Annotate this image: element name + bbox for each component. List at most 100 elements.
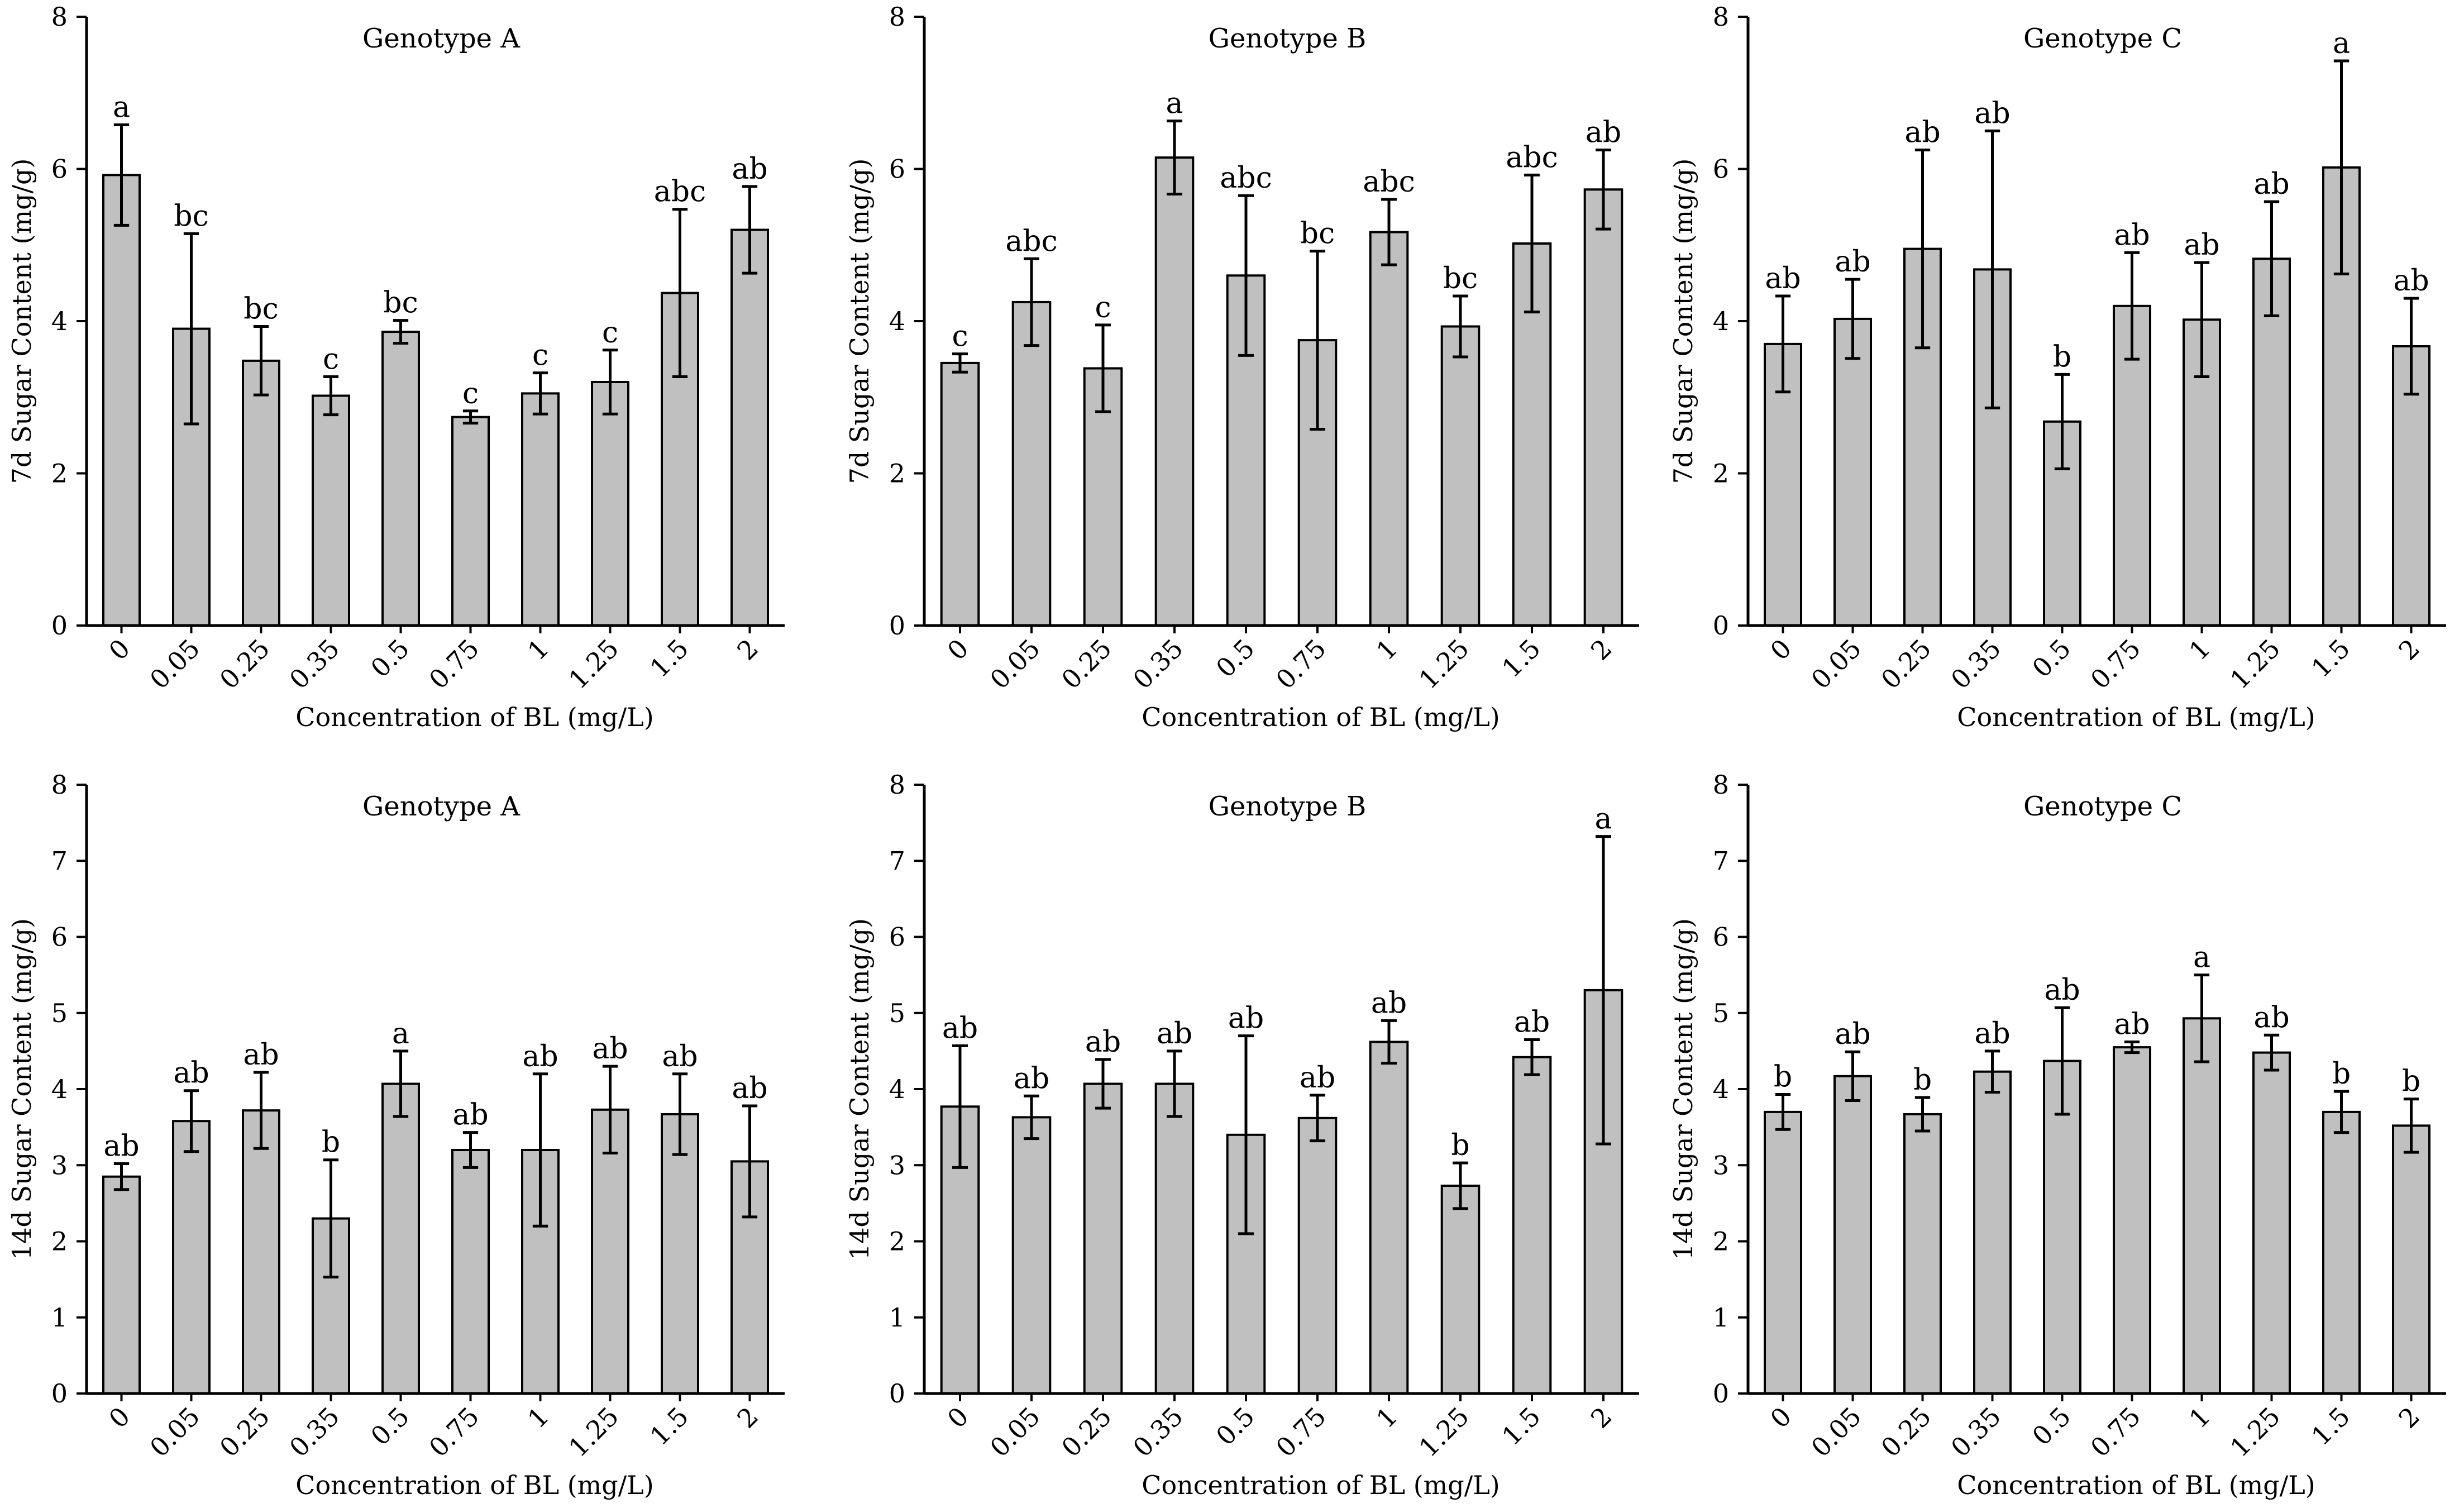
- chart-title: Genotype A: [362, 23, 521, 54]
- bar: [172, 1120, 211, 1395]
- x-axis-label: Concentration of BL (mg/L): [1142, 1470, 1500, 1500]
- x-tick-label: 0: [1764, 1401, 1797, 1434]
- significance-letter: a: [2333, 27, 2350, 60]
- y-axis-label: 14d Sugar Content (mg/g): [1668, 918, 1698, 1260]
- bar: [451, 1149, 490, 1395]
- y-tick-label: 8: [51, 2, 68, 32]
- x-tick-label: 0.5: [365, 1401, 415, 1452]
- bar: [1154, 156, 1195, 627]
- y-tick-label: 4: [889, 1074, 905, 1104]
- x-tick-label: 1.25: [563, 1401, 625, 1463]
- x-tick-label: 2: [2393, 1401, 2425, 1434]
- bar: [1903, 1113, 1942, 1395]
- y-tick-label: 2: [1713, 459, 1729, 489]
- bar: [1833, 1075, 1872, 1395]
- y-axis-label: 7d Sugar Content (mg/g): [1668, 159, 1698, 484]
- x-tick-label: 1: [522, 633, 555, 666]
- chart-title: Genotype A: [362, 791, 521, 822]
- bar: [940, 361, 980, 627]
- y-tick-label: 1: [1713, 1302, 1729, 1333]
- y-tick-label: 5: [1713, 998, 1729, 1028]
- x-tick-label: 1.25: [2224, 633, 2286, 695]
- y-tick-label: 8: [1713, 770, 1729, 800]
- bar: [1011, 300, 1052, 627]
- bar: [2183, 1017, 2221, 1395]
- significance-letter: b: [2402, 1065, 2420, 1099]
- x-tick-label: 0.75: [2085, 1401, 2147, 1463]
- significance-letter: bc: [1443, 262, 1478, 295]
- x-tick-label: 0.25: [1056, 1401, 1118, 1463]
- significance-letter: ab: [1300, 1061, 1335, 1095]
- significance-letter: a: [113, 90, 130, 124]
- significance-letter: abc: [1506, 141, 1558, 174]
- y-tick-label: 4: [1713, 1074, 1729, 1104]
- chart-panel-6: b 0 ab 0.05 b 0.25 ab 0.35 ab 0.5 ab 0.75 a 1 ab 1.25 b 1…: [1668, 770, 2446, 1500]
- x-tick-label: 0.75: [2085, 633, 2147, 695]
- y-tick-label: 0: [889, 1378, 905, 1409]
- y-tick-label: 2: [889, 1227, 905, 1257]
- bar: [381, 331, 420, 627]
- chart-panel-5: ab 0 ab 0.05 ab 0.25 ab 0.35 ab 0.5 ab 0.75 ab 1 b 1.25…: [844, 770, 1639, 1500]
- significance-letter: ab: [173, 1057, 209, 1090]
- chart-panel-1: a 0 bc 0.05 bc 0.25 c 0.35 bc 0.5 c 0.75 c 1 c 1.25 abc 1…: [7, 2, 785, 732]
- significance-letter: ab: [2253, 168, 2289, 201]
- bar: [1154, 1082, 1195, 1395]
- y-axis-label: 14d Sugar Content (mg/g): [844, 918, 875, 1260]
- y-axis-label: 7d Sugar Content (mg/g): [844, 159, 875, 484]
- x-tick-label: 0.5: [1210, 1401, 1260, 1452]
- bar: [312, 394, 350, 627]
- significance-letter: ab: [1371, 986, 1407, 1020]
- bar: [451, 416, 490, 627]
- x-tick-label: 0.75: [1270, 1401, 1332, 1463]
- significance-letter: ab: [1835, 1018, 1870, 1051]
- x-tick-label: 1: [1371, 1401, 1403, 1434]
- x-tick-label: 1.25: [2224, 1401, 2286, 1463]
- chart-panel-4: ab 0 ab 0.05 ab 0.25 b 0.35 a 0.5 ab 0.75 ab 1 ab 1.25 a…: [7, 770, 785, 1500]
- bar: [1973, 1070, 2012, 1395]
- bar: [591, 381, 629, 627]
- y-tick-label: 4: [51, 1074, 68, 1104]
- x-tick-label: 0.5: [365, 633, 415, 684]
- y-tick-label: 5: [51, 998, 68, 1028]
- x-tick-label: 2: [2393, 633, 2425, 666]
- chart-panel-3: ab 0 ab 0.05 ab 0.25 ab 0.35 b 0.5 ab 0.75 ab 1 ab 1.25…: [1668, 2, 2446, 732]
- x-tick-label: 2: [1585, 1401, 1618, 1434]
- y-tick-label: 7: [51, 846, 68, 876]
- chart-title: Genotype B: [1209, 23, 1367, 54]
- x-tick-label: 0.25: [214, 1401, 276, 1463]
- y-tick-label: 0: [51, 610, 68, 641]
- significance-letter: ab: [2184, 228, 2219, 262]
- y-axis-label: 14d Sugar Content (mg/g): [7, 918, 37, 1260]
- x-tick-label: 0.5: [1210, 633, 1260, 684]
- x-tick-label: 0: [942, 1401, 975, 1434]
- x-tick-label: 2: [731, 633, 764, 666]
- y-tick-label: 3: [1713, 1150, 1729, 1180]
- x-tick-label: 0.25: [1056, 633, 1118, 695]
- significance-letter: ab: [243, 1038, 279, 1072]
- chart-title: Genotype C: [2023, 23, 2182, 54]
- significance-letter: b: [1774, 1061, 1792, 1094]
- bar: [2113, 1046, 2151, 1395]
- significance-letter: ab: [452, 1099, 488, 1132]
- significance-letter: ab: [1228, 1002, 1264, 1035]
- bar: [1369, 1041, 1409, 1395]
- y-tick-label: 7: [889, 846, 905, 876]
- x-axis-label: Concentration of BL (mg/L): [1957, 702, 2315, 732]
- x-tick-label: 0.05: [144, 633, 206, 695]
- significance-letter: ab: [1157, 1017, 1192, 1051]
- x-tick-label: 1.5: [2305, 633, 2356, 684]
- y-tick-label: 2: [889, 459, 905, 489]
- significance-letter: ab: [2044, 973, 2080, 1007]
- y-tick-label: 5: [889, 998, 905, 1028]
- y-tick-label: 1: [889, 1302, 905, 1333]
- significance-letter: ab: [522, 1040, 558, 1073]
- y-tick-label: 6: [1713, 154, 1729, 184]
- significance-letter: ab: [732, 152, 767, 186]
- y-tick-label: 4: [1713, 306, 1729, 336]
- chart-title: Genotype B: [1209, 791, 1367, 822]
- x-tick-label: 1: [2183, 1401, 2216, 1434]
- x-tick-label: 0.05: [144, 1401, 206, 1463]
- y-tick-label: 4: [889, 306, 905, 336]
- x-axis-label: Concentration of BL (mg/L): [295, 702, 653, 732]
